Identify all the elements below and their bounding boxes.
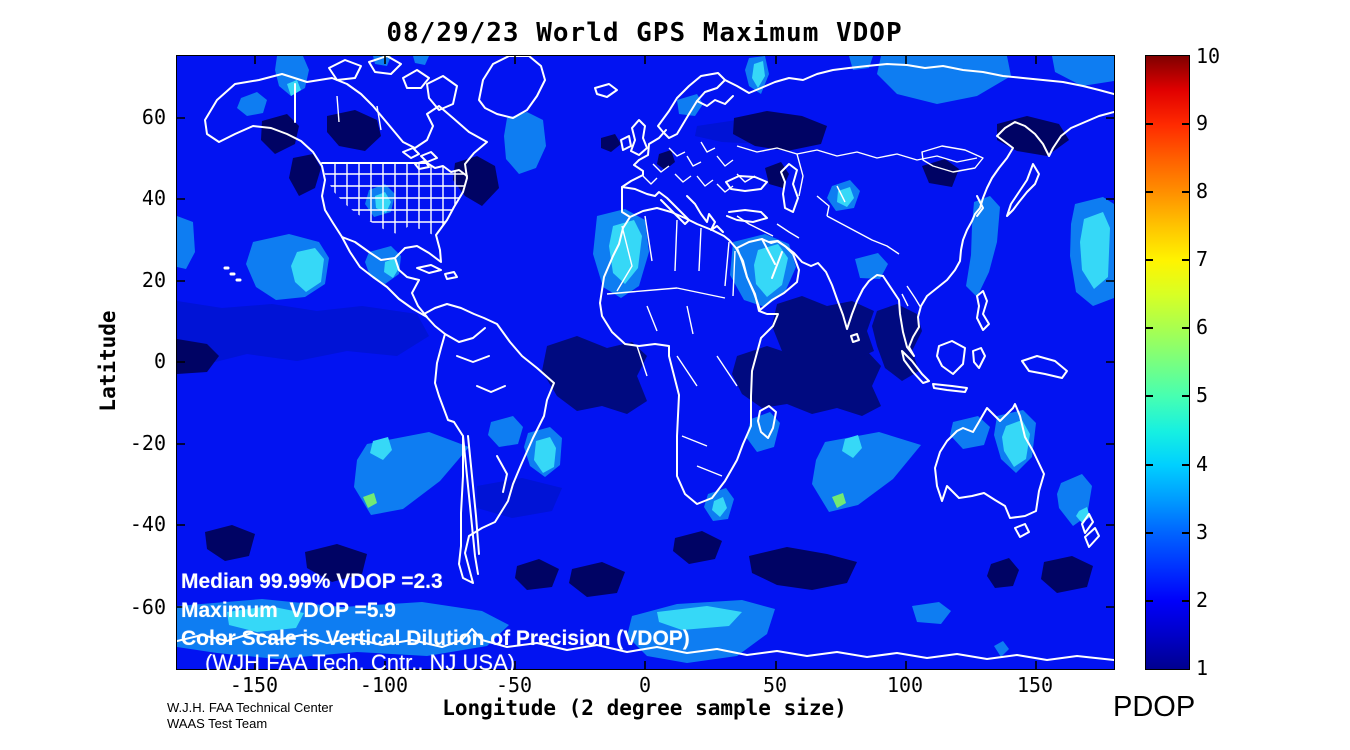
color-scale-annotation: Color Scale is Vertical Dilution of Prec…: [181, 627, 690, 650]
colorbar-tick-6: 6: [1196, 315, 1209, 339]
chart-title: 08/29/23 World GPS Maximum VDOP: [386, 18, 903, 48]
colorbar-tick-5: 5: [1196, 383, 1209, 407]
credit-line1: W.J.H. FAA Technical Center: [167, 700, 333, 715]
colorbar-tick-4: 4: [1196, 452, 1209, 476]
colorbar-label: PDOP: [1113, 691, 1196, 723]
colorbar-tick-mark: [1182, 327, 1189, 329]
colorbar-tick-mark: [1182, 600, 1189, 602]
colorbar-tick-mark: [1182, 464, 1189, 466]
x-tick-m150: -150: [229, 673, 279, 697]
colorbar-tick-7: 7: [1196, 247, 1209, 271]
colorbar-tick-mark: [1146, 191, 1153, 193]
y-tick-60: 60: [141, 105, 166, 129]
x-tick-m50: -50: [495, 673, 533, 697]
x-tick-150: 150: [1016, 673, 1054, 697]
x-tick-100: 100: [886, 673, 924, 697]
colorbar-tick-mark: [1146, 259, 1153, 261]
vdop-map-svg: [177, 56, 1114, 669]
map-plot-area: Median 99.99% VDOP =2.3 Maximum VDOP =5.…: [176, 55, 1115, 675]
colorbar-tick-mark: [1182, 259, 1189, 261]
colorbar-tick-mark: [1146, 464, 1153, 466]
axis-inner-ticks: [177, 56, 1114, 669]
vdop-level-4-patches: [227, 61, 1110, 632]
colorbar-tick-mark: [1146, 123, 1153, 125]
colorbar-tick-mark: [1146, 532, 1153, 534]
colorbar-tick-10: 10: [1196, 44, 1221, 68]
colorbar-tick-mark: [1146, 327, 1153, 329]
colorbar-tick-mark: [1182, 532, 1189, 534]
colorbar-tick-mark: [1182, 123, 1189, 125]
colorbar-tick-mark: [1146, 395, 1153, 397]
x-tick-m100: -100: [359, 673, 409, 697]
colorbar: [1145, 55, 1190, 670]
colorbar-tick-1: 1: [1196, 656, 1209, 680]
coastlines: [177, 56, 1114, 661]
colorbar-tick-8: 8: [1196, 179, 1209, 203]
x-axis-label: Longitude (2 degree sample size): [442, 696, 847, 720]
credit-text: W.J.H. FAA Technical Center WAAS Test Te…: [167, 700, 333, 732]
vdop-level-1p3-patches: [177, 110, 1093, 597]
y-tick-m20: -20: [129, 431, 166, 455]
vdop-level-5-spots: [363, 493, 846, 508]
faa-center-annotation: (WJH FAA Tech. Cntr., NJ USA): [205, 650, 516, 675]
colorbar-tick-mark: [1182, 395, 1189, 397]
colorbar-tick-mark: [1182, 191, 1189, 193]
y-tick-40: 40: [141, 186, 166, 210]
x-tick-50: 50: [762, 673, 788, 697]
colorbar-tick-3: 3: [1196, 520, 1209, 544]
maximum-vdop-annotation: Maximum VDOP =5.9: [181, 599, 396, 622]
country-borders: [336, 95, 984, 477]
y-tick-20: 20: [141, 268, 166, 292]
credit-line2: WAAS Test Team: [167, 716, 268, 731]
colorbar-tick-mark: [1146, 600, 1153, 602]
colorbar-tick-9: 9: [1196, 111, 1209, 135]
y-tick-0: 0: [153, 349, 166, 373]
x-tick-0: 0: [638, 673, 652, 697]
median-vdop-annotation: Median 99.99% VDOP =2.3: [181, 570, 443, 593]
colorbar-tick-2: 2: [1196, 588, 1209, 612]
y-tick-m40: -40: [129, 512, 166, 536]
vdop-equatorial-dark-band: [542, 296, 922, 416]
y-tick-m60: -60: [129, 595, 166, 619]
